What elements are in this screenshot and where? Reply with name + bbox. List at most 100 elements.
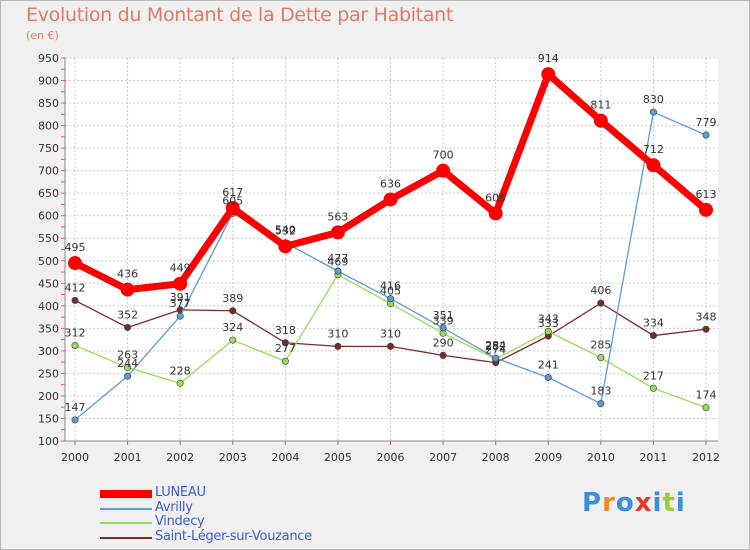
data-point-luneau: [593, 113, 608, 128]
data-label-avrilly: 351: [433, 309, 454, 322]
y-tick-label: 200: [38, 390, 59, 403]
data-label-vindecy: 282: [485, 340, 506, 353]
data-label-avrilly: 284: [485, 339, 506, 352]
data-label-vindecy: 339: [433, 314, 454, 327]
data-label-avrilly: 477: [327, 252, 348, 265]
data-point-avrilly: [439, 324, 447, 332]
data-label-vindecy: 277: [275, 342, 296, 355]
data-point-avrilly: [492, 354, 500, 362]
data-label-vindecy: 174: [696, 389, 717, 402]
data-label-luneau: 449: [170, 262, 191, 275]
data-label-luneau: 811: [590, 99, 611, 112]
chart-subtitle: (en €): [26, 29, 59, 42]
data-label-luneau: 613: [696, 188, 717, 201]
data-label-vindecy: 343: [538, 313, 559, 326]
data-point-saint-l-ger-sur-vouzance: [439, 351, 447, 359]
data-point-luneau: [699, 202, 713, 217]
data-label-saint-l-ger-sur-vouzance: 274: [485, 344, 506, 357]
data-label-luneau: 605: [485, 191, 506, 204]
data-label-avrilly: 377: [170, 297, 191, 310]
data-point-luneau: [225, 201, 240, 216]
y-tick-label: 750: [38, 142, 59, 155]
data-point-avrilly: [649, 108, 657, 116]
data-point-luneau: [541, 67, 556, 82]
data-label-saint-l-ger-sur-vouzance: 318: [275, 324, 296, 337]
data-point-luneau: [68, 256, 82, 271]
legend-swatch-avrilly: [100, 508, 152, 510]
data-label-luneau: 636: [380, 177, 401, 190]
y-tick-label: 500: [38, 255, 59, 268]
data-point-saint-l-ger-sur-vouzance: [386, 342, 394, 350]
data-point-avrilly: [124, 372, 132, 380]
logo-letter: x: [634, 488, 653, 518]
logo-letter: r: [602, 488, 616, 518]
y-tick-label: 600: [38, 210, 59, 223]
y-tick-label: 400: [38, 300, 59, 313]
data-label-vindecy: 405: [380, 285, 401, 298]
data-label-avrilly: 830: [643, 93, 664, 106]
data-point-avrilly: [544, 373, 552, 381]
data-label-saint-l-ger-sur-vouzance: 333: [538, 317, 559, 330]
data-point-avrilly: [176, 312, 184, 320]
logo-letter: o: [615, 488, 635, 518]
data-label-vindecy: 312: [65, 326, 86, 339]
legend-label-saint-leger: Saint-Léger-sur-Vouzance: [155, 529, 312, 544]
data-point-saint-l-ger-sur-vouzance: [281, 339, 289, 347]
data-label-vindecy: 469: [327, 256, 348, 269]
data-label-saint-l-ger-sur-vouzance: 412: [65, 281, 86, 294]
data-point-luneau: [488, 206, 503, 221]
y-tick-label: 450: [38, 277, 59, 290]
data-point-avrilly: [334, 267, 342, 275]
data-label-avrilly: 416: [380, 280, 401, 293]
data-point-vindecy: [71, 341, 79, 349]
legend-label-luneau: LUNEAU: [155, 485, 206, 500]
data-label-avrilly: 147: [65, 401, 86, 414]
data-label-luneau: 700: [433, 149, 454, 162]
data-point-vindecy: [229, 336, 237, 344]
data-label-avrilly: 779: [696, 116, 717, 129]
y-tick-label: 100: [38, 435, 59, 448]
data-point-vindecy: [597, 354, 605, 362]
chart-title: Evolution du Montant de la Dette par Hab…: [26, 4, 454, 26]
data-point-luneau: [330, 225, 345, 240]
legend-label-avrilly: Avrilly: [155, 500, 193, 515]
data-label-saint-l-ger-sur-vouzance: 310: [380, 327, 401, 340]
y-tick-label: 900: [38, 75, 59, 88]
data-label-luneau: 563: [327, 210, 348, 223]
data-point-avrilly: [702, 131, 710, 139]
data-label-luneau: 914: [538, 52, 559, 65]
x-tick-label: 2009: [534, 451, 562, 464]
plot-area: [65, 58, 718, 441]
data-point-luneau: [278, 239, 293, 254]
y-tick-label: 850: [38, 97, 59, 110]
data-point-luneau: [646, 158, 661, 173]
data-label-saint-l-ger-sur-vouzance: 389: [222, 292, 243, 305]
data-point-vindecy: [124, 364, 132, 372]
data-point-vindecy: [544, 328, 552, 336]
y-tick-label: 250: [38, 367, 59, 380]
data-label-luneau: 617: [222, 186, 243, 199]
x-tick-label: 2011: [639, 451, 667, 464]
x-tick-label: 2006: [377, 451, 405, 464]
y-tick-label: 800: [38, 120, 59, 133]
logo-letter: i: [652, 488, 663, 518]
data-point-luneau: [383, 192, 398, 207]
data-point-saint-l-ger-sur-vouzance: [649, 332, 657, 340]
data-point-luneau: [173, 276, 188, 291]
data-point-avrilly: [386, 295, 394, 303]
y-tick-label: 650: [38, 187, 59, 200]
data-point-luneau: [120, 282, 135, 297]
data-label-avrilly: 605: [222, 194, 243, 207]
data-label-avrilly: 540: [275, 224, 296, 237]
data-label-luneau: 495: [65, 241, 86, 254]
data-point-saint-l-ger-sur-vouzance: [702, 325, 710, 333]
data-point-saint-l-ger-sur-vouzance: [229, 307, 237, 315]
data-label-saint-l-ger-sur-vouzance: 290: [433, 336, 454, 349]
x-tick-label: 2005: [324, 451, 352, 464]
logo-letter: i: [675, 488, 686, 518]
data-label-vindecy: 228: [170, 364, 191, 377]
data-point-saint-l-ger-sur-vouzance: [597, 299, 605, 307]
data-point-avrilly: [597, 400, 605, 408]
y-tick-label: 700: [38, 165, 59, 178]
